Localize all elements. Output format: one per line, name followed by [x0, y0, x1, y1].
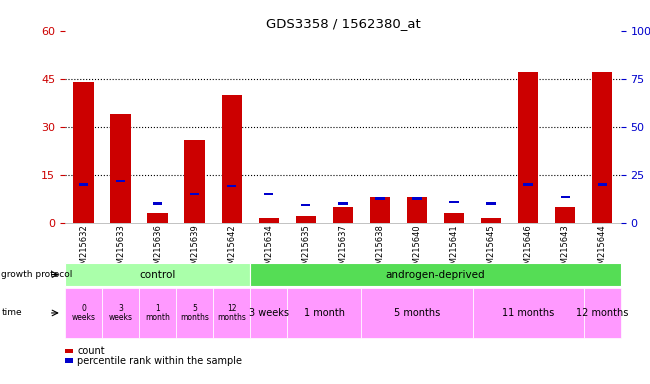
- Bar: [259, 218, 279, 223]
- Bar: [560, 196, 570, 199]
- Bar: [370, 197, 390, 223]
- Bar: [523, 183, 533, 185]
- Text: percentile rank within the sample: percentile rank within the sample: [77, 356, 242, 366]
- Bar: [190, 193, 200, 195]
- Bar: [65, 263, 250, 286]
- Bar: [555, 207, 575, 223]
- Bar: [213, 288, 250, 338]
- Bar: [153, 202, 162, 205]
- Bar: [227, 185, 237, 187]
- Bar: [486, 202, 496, 205]
- Text: androgen-deprived: androgen-deprived: [385, 270, 486, 280]
- Bar: [338, 202, 348, 205]
- Bar: [518, 72, 538, 223]
- Bar: [333, 207, 353, 223]
- Text: 0
weeks: 0 weeks: [72, 304, 96, 322]
- Text: 5 months: 5 months: [394, 308, 440, 318]
- Text: control: control: [140, 270, 176, 280]
- Bar: [375, 197, 385, 200]
- Bar: [65, 358, 73, 363]
- Bar: [185, 139, 205, 223]
- Bar: [444, 213, 464, 223]
- Text: 1 month: 1 month: [304, 308, 345, 318]
- Text: 12 months: 12 months: [576, 308, 629, 318]
- Bar: [449, 200, 459, 203]
- Bar: [73, 82, 94, 223]
- Text: time: time: [1, 308, 22, 318]
- Bar: [148, 213, 168, 223]
- Bar: [65, 288, 102, 338]
- Bar: [176, 288, 213, 338]
- Bar: [116, 180, 125, 182]
- Bar: [597, 183, 607, 185]
- Text: 12
months: 12 months: [217, 304, 246, 322]
- Text: 11 months: 11 months: [502, 308, 554, 318]
- Bar: [102, 288, 139, 338]
- Bar: [139, 288, 176, 338]
- Text: growth protocol: growth protocol: [1, 270, 73, 279]
- Bar: [296, 216, 316, 223]
- Bar: [264, 193, 274, 195]
- Bar: [592, 72, 612, 223]
- Bar: [111, 114, 131, 223]
- Bar: [250, 288, 287, 338]
- Bar: [361, 288, 473, 338]
- Text: 1
month: 1 month: [145, 304, 170, 322]
- Bar: [222, 95, 242, 223]
- Bar: [407, 197, 427, 223]
- Text: count: count: [77, 346, 105, 356]
- Text: 5
months: 5 months: [180, 304, 209, 322]
- Bar: [65, 349, 73, 353]
- Title: GDS3358 / 1562380_at: GDS3358 / 1562380_at: [265, 17, 421, 30]
- Bar: [473, 288, 584, 338]
- Text: 3
weeks: 3 weeks: [109, 304, 133, 322]
- Bar: [584, 288, 621, 338]
- Bar: [79, 183, 88, 185]
- Bar: [250, 263, 621, 286]
- Bar: [412, 197, 422, 200]
- Bar: [481, 218, 501, 223]
- Text: 3 weeks: 3 weeks: [249, 308, 289, 318]
- Bar: [301, 204, 311, 207]
- Bar: [287, 288, 361, 338]
